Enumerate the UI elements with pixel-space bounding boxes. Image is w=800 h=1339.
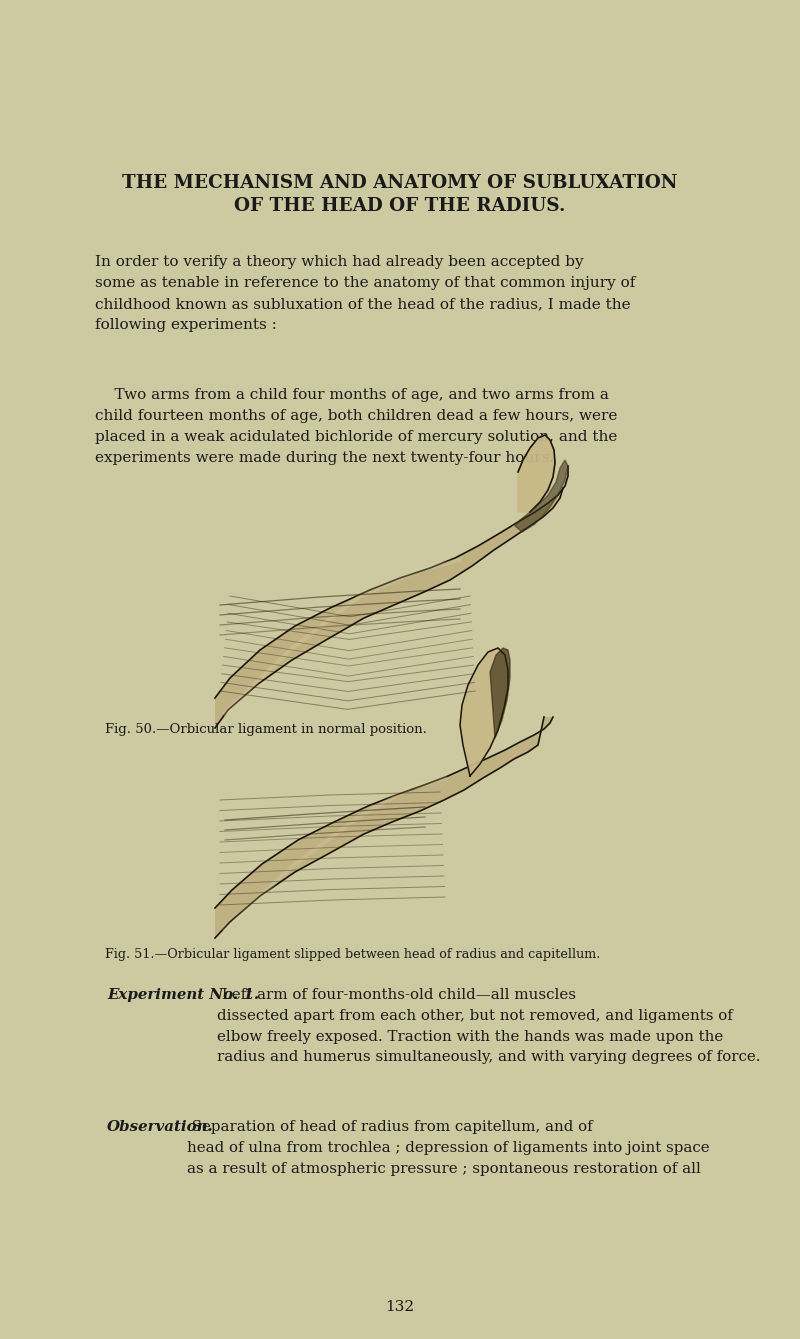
Text: Separation of head of radius from capitellum, and of
head of ulna from trochlea : Separation of head of radius from capite… <box>187 1119 710 1176</box>
Text: Left arm of four-months-old child—all muscles
dissected apart from each other, b: Left arm of four-months-old child—all mu… <box>217 988 761 1065</box>
Text: THE MECHANISM AND ANATOMY OF SUBLUXATION: THE MECHANISM AND ANATOMY OF SUBLUXATION <box>122 174 678 191</box>
Polygon shape <box>215 466 568 728</box>
Text: OF THE HEAD OF THE RADIUS.: OF THE HEAD OF THE RADIUS. <box>234 197 566 216</box>
Polygon shape <box>515 461 568 532</box>
Text: Observation.: Observation. <box>107 1119 214 1134</box>
Text: 132: 132 <box>386 1300 414 1314</box>
Text: Two arms from a child four months of age, and two arms from a
child fourteen mon: Two arms from a child four months of age… <box>95 388 618 466</box>
Polygon shape <box>518 435 555 511</box>
Text: Fig. 50.—Orbicular ligament in normal position.: Fig. 50.—Orbicular ligament in normal po… <box>105 723 427 736</box>
Text: Experiment No. 1.: Experiment No. 1. <box>107 988 259 1002</box>
Polygon shape <box>460 648 508 777</box>
Text: Fig. 51.—Orbicular ligament slipped between head of radius and capitellum.: Fig. 51.—Orbicular ligament slipped betw… <box>105 948 600 961</box>
Polygon shape <box>215 716 553 939</box>
Text: In order to verify a theory which had already been accepted by
some as tenable i: In order to verify a theory which had al… <box>95 254 635 332</box>
Polygon shape <box>490 648 510 738</box>
